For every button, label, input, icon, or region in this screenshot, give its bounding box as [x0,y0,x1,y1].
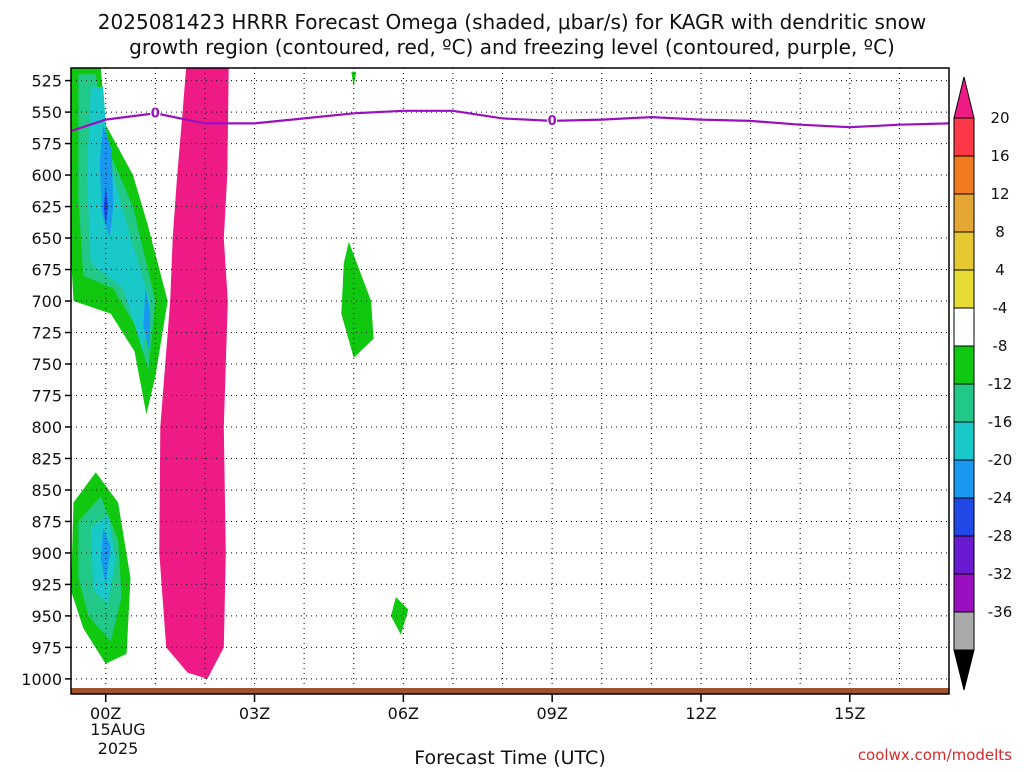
colorbar-label-7: -12 [988,375,1013,393]
y-tick-label-825: 825 [31,449,62,468]
x-tick-label-0: 00Z [90,704,121,723]
colorbar-swatch-10 [953,497,975,537]
y-tick-label-625: 625 [31,198,62,217]
colorbar-label-10: -24 [988,489,1013,507]
colorbar-label-2: 12 [990,185,1009,203]
colorbar-swatch-2 [953,193,975,233]
credit-text: coolwx.com/modelts [858,746,1012,764]
omega-region-0 [159,68,229,679]
colorbar-label-12: -32 [988,565,1013,583]
freezing-level-layer: 00 [71,105,949,133]
colorbar-label-13: -36 [988,603,1013,621]
y-tick-label-875: 875 [31,512,62,531]
omega-region-11 [341,241,374,358]
chart-title-line-1: 2025081423 HRRR Forecast Omega (shaded, … [98,10,926,34]
x-axis-title: Forecast Time (UTC) [414,747,605,768]
y-tick-label-925: 925 [31,575,62,594]
chart-title-line-2: growth region (contoured, red, ºC) and f… [129,35,895,59]
y-tick-label-725: 725 [31,324,62,343]
colorbar-bottom-triangle [953,649,975,691]
y-tick-label-575: 575 [31,135,62,154]
y-tick-label-750: 750 [31,355,62,374]
colorbar-swatch-13 [953,611,975,651]
y-tick-label-600: 600 [31,166,62,185]
colorbar-label-5: -4 [993,299,1008,317]
x-tick-label-9: 09Z [536,704,567,723]
y-tick-label-650: 650 [31,229,62,248]
colorbar-swatch-0 [953,117,975,157]
omega-region-13 [390,597,409,635]
x-tick-label-12: 12Z [685,704,716,723]
colorbar-swatch-6 [953,345,975,385]
x-date-label: 15AUG [90,720,145,739]
colorbar-swatch-7 [953,383,975,423]
x-year-label: 2025 [98,739,139,758]
y-axis-pressure-ticks: 525 550 575 600 625 650 675 700 725 750 775 800 825 8… [21,72,71,689]
y-tick-label-800: 800 [31,418,62,437]
plot-frame [70,67,950,695]
y-tick-label-950: 950 [31,607,62,626]
colorbar-swatch-5 [953,307,975,347]
colorbar-swatch-12 [953,573,975,613]
y-tick-label-700: 700 [31,292,62,311]
y-tick-label-975: 975 [31,638,62,657]
colorbar-label-11: -28 [988,527,1013,545]
colorbar-label-6: -8 [993,337,1008,355]
colorbar-top-triangle [953,76,975,119]
colorbar-label-3: 8 [995,223,1005,241]
x-tick-label-6: 06Z [388,704,419,723]
freezing-level-line [71,109,949,133]
omega-region-10 [100,527,111,585]
x-tick-label-3: 03Z [239,704,270,723]
omega-region-5 [103,187,109,226]
y-tick-label-900: 900 [31,544,62,563]
colorbar-swatch-8 [953,421,975,461]
omega-region-12 [351,71,357,87]
omega-region-6 [143,288,151,352]
ground-surface-bar [71,688,949,694]
colorbar-label-4: 4 [995,261,1005,279]
omega-colorbar: 20 16 12 8 4 -4 -8 -12 -16 -20 -24 -28 -32 -36 [953,76,1013,691]
y-tick-label-850: 850 [31,481,62,500]
freezing-level-label-1: 0 [548,114,557,129]
y-tick-label-775: 775 [31,386,62,405]
colorbar-swatch-4 [953,269,975,309]
colorbar-swatch-1 [953,155,975,195]
y-tick-label-525: 525 [31,72,62,91]
freezing-level-label-0: 0 [151,106,160,121]
freezing-label-bg-0 [150,105,161,120]
colorbar-label-1: 16 [990,147,1009,165]
colorbar-label-0: 20 [990,109,1009,127]
colorbar-label-9: -20 [988,451,1013,469]
colorbar-label-8: -16 [988,413,1013,431]
colorbar-swatch-11 [953,535,975,575]
colorbar-swatch-9 [953,459,975,499]
y-tick-label-1000: 1000 [21,670,62,689]
y-tick-label-675: 675 [31,261,62,280]
x-tick-label-15: 15Z [834,704,865,723]
colorbar-swatch-3 [953,231,975,271]
freezing-label-bg-1 [547,112,558,127]
omega-region-4 [99,124,114,238]
y-tick-label-550: 550 [31,103,62,122]
x-axis-time-ticks: 00Z 03Z 06Z 09Z 12Z 15Z [90,694,865,723]
omega-shading [71,68,409,679]
